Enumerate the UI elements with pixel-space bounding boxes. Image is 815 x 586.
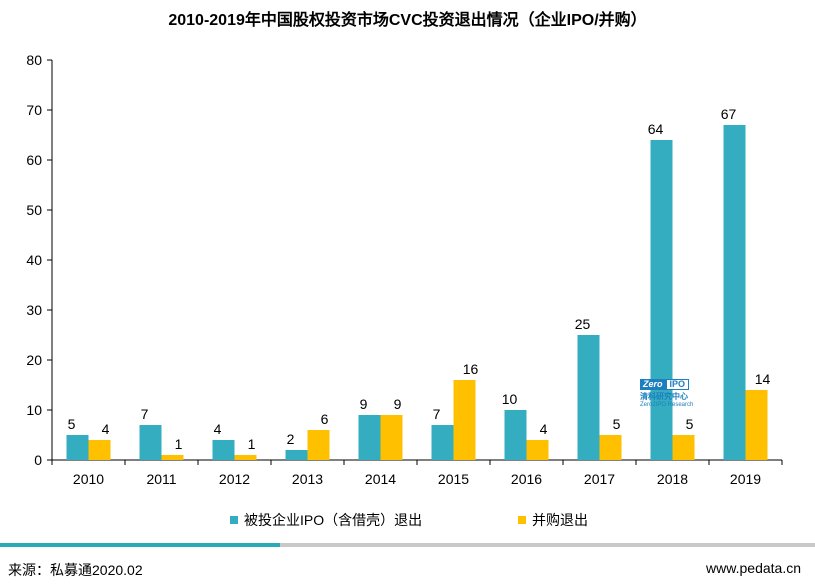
bar-ipo	[66, 435, 89, 460]
data-label-ipo: 5	[68, 416, 76, 432]
bar-ma	[88, 440, 111, 460]
y-tick-label: 60	[26, 152, 42, 168]
footer-divider-accent	[0, 543, 280, 547]
legend-swatch-ma	[518, 516, 526, 524]
legend-label-ipo: 被投企业IPO（含借壳）退出	[244, 512, 423, 528]
legend-item-ipo: 被投企业IPO（含借壳）退出	[230, 510, 422, 530]
data-label-ipo: 64	[648, 121, 664, 137]
data-label-ipo: 10	[502, 391, 518, 407]
legend-swatch-ipo	[230, 516, 238, 524]
bar-ma	[599, 435, 622, 460]
y-tick-label: 40	[26, 252, 42, 268]
bar-ipo	[431, 425, 454, 460]
data-label-ma: 16	[463, 361, 479, 377]
bar-ipo	[650, 140, 673, 460]
x-tick-label: 2013	[292, 471, 323, 487]
data-label-ipo: 4	[214, 421, 222, 437]
data-label-ma: 1	[248, 436, 256, 452]
watermark-line1: 清科研究中心	[640, 392, 688, 401]
data-label-ipo: 7	[433, 406, 441, 422]
y-tick-label: 70	[26, 102, 42, 118]
bar-ipo	[212, 440, 235, 460]
bar-ma	[234, 455, 257, 460]
watermark-logo-right: IPO	[665, 379, 690, 390]
data-label-ma: 14	[755, 371, 771, 387]
legend: 被投企业IPO（含借壳）退出 并购退出	[0, 510, 815, 530]
x-tick-label: 2014	[365, 471, 396, 487]
watermark-logo: Zero IPO 清科研究中心 Zero2IPO Research	[640, 374, 700, 408]
bar-chart: 0 10 20 30 40 50 60 70 80 2010 2011 2012 2013 2014 201…	[26, 52, 783, 487]
footer-divider	[0, 543, 815, 547]
bar-ma	[672, 435, 695, 460]
legend-label-ma: 并购退出	[532, 512, 588, 528]
y-tick-label: 30	[26, 302, 42, 318]
bar-ma	[307, 430, 330, 460]
bar-ipo	[504, 410, 527, 460]
data-label-ma: 4	[102, 421, 110, 437]
bar-ma	[453, 380, 476, 460]
bar-ipo	[723, 125, 746, 460]
data-label-ipo: 2	[287, 431, 295, 447]
data-label-ma: 9	[394, 396, 402, 412]
x-tick-label: 2016	[511, 471, 542, 487]
bar-ipo	[285, 450, 308, 460]
bar-ipo	[358, 415, 381, 460]
source-note: 来源：私募通2020.02	[8, 562, 143, 578]
x-tick-label: 2010	[73, 471, 104, 487]
data-label-ipo: 7	[141, 406, 149, 422]
bar-ma	[380, 415, 403, 460]
x-tick-label: 2019	[730, 471, 761, 487]
legend-item-ma: 并购退出	[518, 510, 588, 530]
y-tick-label: 10	[26, 402, 42, 418]
y-tick-label: 80	[26, 52, 42, 68]
data-label-ipo: 67	[721, 106, 737, 122]
website-link[interactable]: www.pedata.cn	[706, 560, 801, 576]
bar-ma	[526, 440, 549, 460]
bar-ma	[745, 390, 768, 460]
y-tick-label: 50	[26, 202, 42, 218]
x-tick-label: 2015	[438, 471, 469, 487]
y-tick-label: 0	[34, 452, 42, 468]
bar-ipo	[139, 425, 162, 460]
data-label-ipo: 25	[575, 316, 591, 332]
data-label-ma: 1	[175, 436, 183, 452]
bar-ma	[161, 455, 184, 460]
x-tick-label: 2012	[219, 471, 250, 487]
data-label-ipo: 9	[360, 396, 368, 412]
data-label-ma: 6	[321, 411, 329, 427]
x-tick-label: 2017	[584, 471, 615, 487]
watermark-logo-left: Zero	[640, 379, 666, 390]
watermark-line2: Zero2IPO Research	[640, 402, 694, 408]
bar-ipo	[577, 335, 600, 460]
data-label-ma: 4	[540, 421, 548, 437]
data-label-ma: 5	[613, 416, 621, 432]
x-tick-label: 2011	[146, 471, 176, 487]
data-label-ma: 5	[686, 416, 694, 432]
x-tick-label: 2018	[657, 471, 688, 487]
chart-title: 2010-2019年中国股权投资市场CVC投资退出情况（企业IPO/并购）	[168, 12, 647, 29]
y-tick-label: 20	[26, 352, 42, 368]
